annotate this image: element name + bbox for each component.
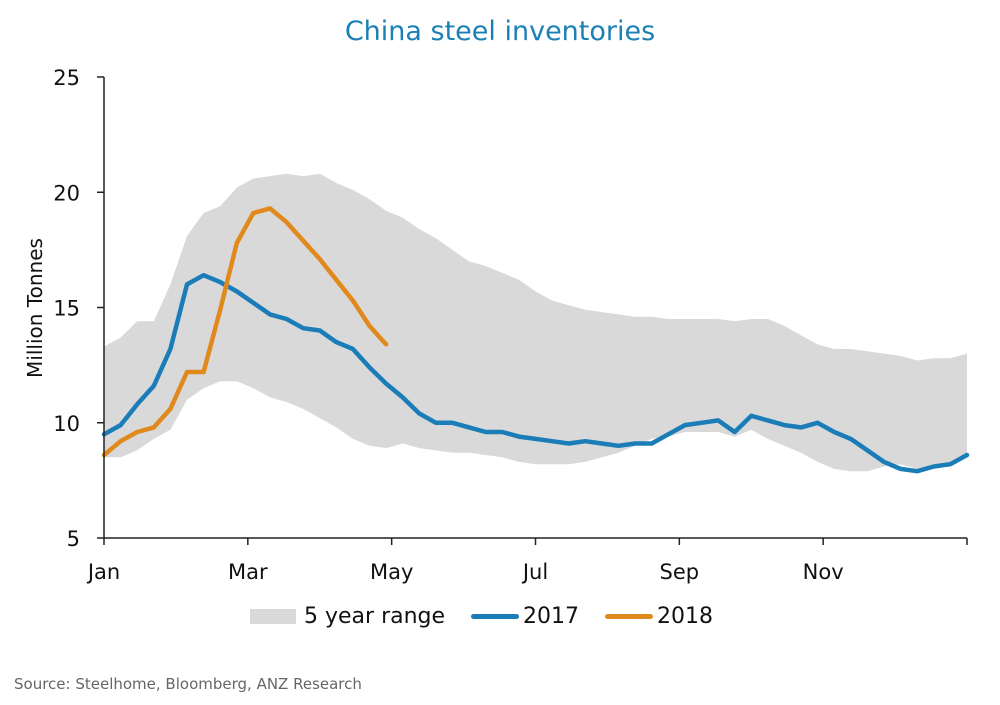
legend-item-2018: 2018: [605, 604, 713, 629]
source-note: Source: Steelhome, Bloomberg, ANZ Resear…: [14, 675, 362, 693]
legend-swatch-2017: [471, 614, 520, 619]
y-axis-label: Million Tonnes: [23, 238, 47, 378]
x-tick-label: May: [370, 560, 413, 584]
band-5-year-range: [104, 173, 967, 472]
y-tick-label: 25: [53, 66, 80, 90]
series-line-2017: [101, 272, 970, 474]
series-line-2018: [101, 206, 389, 458]
x-tick-label: Jul: [521, 560, 548, 584]
y-tick-label: 10: [53, 412, 80, 436]
legend-swatch-range: [250, 609, 296, 624]
y-tick-label: 5: [67, 527, 80, 551]
x-tick-label: Jan: [86, 560, 120, 584]
chart-title: China steel inventories: [344, 16, 656, 47]
legend-label-2018: 2018: [657, 604, 714, 629]
x-tick-label: Nov: [803, 560, 844, 584]
legend-swatch-2018: [605, 614, 654, 619]
legend-label-2017: 2017: [523, 604, 580, 629]
legend-item-range: 5 year range: [250, 604, 445, 629]
legend: 5 year range 2017 2018: [250, 604, 739, 629]
y-tick-label: 20: [53, 181, 80, 205]
legend-label-range: 5 year range: [304, 604, 446, 629]
y-tick-label: 15: [53, 297, 80, 321]
x-tick-label: Mar: [228, 560, 268, 584]
x-tick-label: Sep: [660, 560, 700, 584]
legend-item-2017: 2017: [471, 604, 579, 629]
